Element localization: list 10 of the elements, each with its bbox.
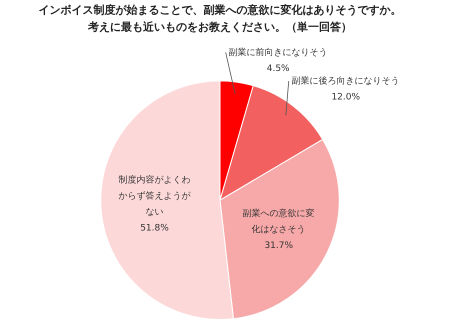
slice-label: 副業に前向きになりそう xyxy=(228,46,328,58)
slice-label: 制度内容がよくわからず答えようがない xyxy=(118,174,192,218)
data-label: 51.8% xyxy=(140,223,170,234)
slice-label: 副業への意欲に変化はなさそう xyxy=(242,208,315,235)
data-label: 4.5% xyxy=(266,64,290,74)
chart-title: インボイス制度が始まることで、副業への意欲に変化はありそうですか。 xyxy=(38,3,402,16)
chart-subtitle: 考えに最も近いものをお教えください。（単一回答） xyxy=(87,20,352,34)
data-label: 31.7% xyxy=(264,240,294,251)
data-label: 12.0% xyxy=(331,92,360,102)
slice-label: 副業に後ろ向きになりそう xyxy=(292,75,400,86)
